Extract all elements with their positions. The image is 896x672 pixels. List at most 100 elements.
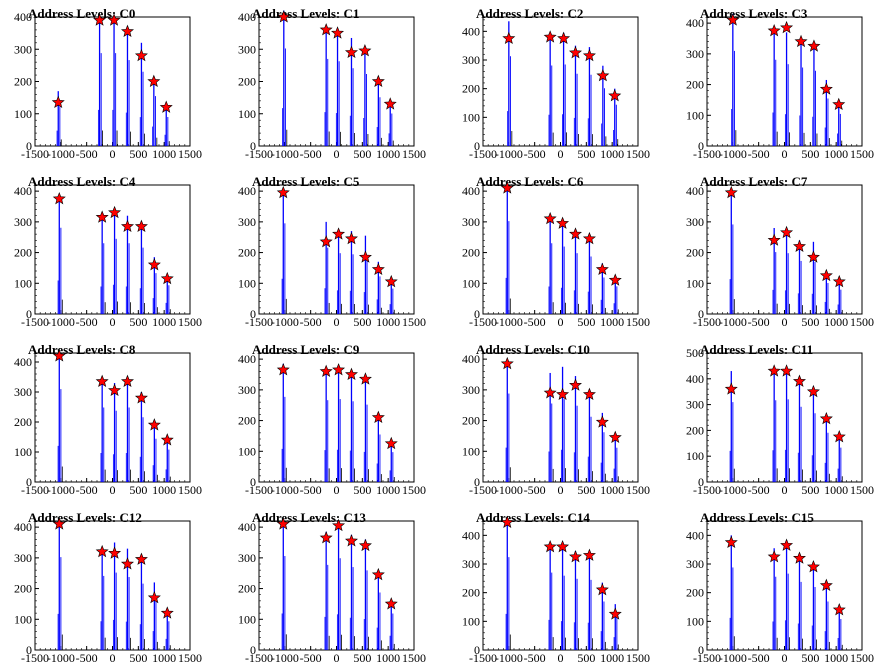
star-icon — [780, 225, 794, 239]
x-tick-label: -1500 — [693, 147, 721, 161]
x-tick-label: 0 — [110, 483, 116, 497]
star-icon — [160, 271, 174, 285]
star-icon — [371, 567, 385, 581]
y-tick-label: 100 — [462, 614, 480, 628]
x-tick-label: 500 — [801, 483, 819, 497]
y-tick-label: 300 — [238, 551, 256, 565]
star-icon — [108, 205, 122, 219]
star-icon — [134, 552, 148, 565]
x-tick-label: 1500 — [850, 315, 874, 329]
y-tick-label: 100 — [14, 107, 32, 121]
x-tick-label: 0 — [334, 651, 340, 665]
chart-panel: Address Levels: C12 0 100 200 300 400 -1500 -10… — [0, 504, 224, 672]
x-tick-label: -1500 — [469, 147, 497, 161]
star-icon — [556, 216, 570, 229]
x-tick-label: -1000 — [719, 147, 747, 161]
x-tick-label: 500 — [353, 651, 371, 665]
x-tick-label: -1000 — [47, 147, 75, 161]
chart-svg: 0 100 200 300 400 -1500-1000 -500 0 500 1000 1500 — [238, 10, 426, 161]
x-tick-label: 1000 — [376, 147, 400, 161]
star-icon — [120, 24, 134, 38]
chart-svg: 0 100 200 300 400 -1500-1000 -500 0 500 1000 1500 — [14, 10, 202, 161]
x-tick-label: 500 — [801, 651, 819, 665]
x-tick-label: -1000 — [47, 483, 75, 497]
star-icon — [582, 548, 596, 561]
star-icon — [52, 349, 66, 362]
chart-svg: 0 100 200 300 400 -1500-1000 -500 0 500 1000 1500 — [14, 349, 202, 497]
star-icon — [543, 386, 557, 399]
x-tick-label: 0 — [782, 651, 788, 665]
chart-svg: 0 100 200 300 400 500 -1500-1000 -500 0 500 1000 15… — [686, 346, 874, 497]
y-tick-label: 400 — [238, 184, 256, 198]
chart-svg: 0 100 200 300 400 -1500-1000 -500 0 500 1000 1500 — [14, 184, 202, 329]
star-icon — [108, 546, 122, 559]
y-tick-label: 0 — [26, 139, 32, 153]
star-icon — [358, 372, 372, 385]
y-tick-label: 400 — [238, 352, 256, 366]
star-icon — [568, 46, 582, 59]
y-tick-label: 300 — [238, 215, 256, 229]
star-icon — [595, 415, 609, 428]
x-tick-label: 0 — [334, 315, 340, 329]
star-icon — [134, 48, 148, 62]
y-tick-label: 300 — [462, 53, 480, 67]
x-tick-label: 1000 — [376, 651, 400, 665]
star-icon — [595, 582, 609, 596]
y-tick-label: 0 — [474, 475, 480, 489]
star-icon — [107, 13, 121, 26]
chart-svg: 0 100 200 300 400 -1500-1000 -500 0 500 1000 1500 — [686, 13, 874, 161]
chart-panel: Address Levels: C5 0 100 200 300 400 -1500 -100… — [224, 168, 448, 336]
y-tick-label: 400 — [14, 355, 32, 369]
chart-panel: Address Levels: C14 0 100 200 300 400 -1500 -10… — [448, 504, 672, 672]
star-icon — [792, 239, 806, 252]
y-tick-label: 0 — [474, 643, 480, 657]
y-tick-label: 100 — [462, 444, 480, 458]
star-icon — [371, 262, 385, 275]
star-icon — [726, 13, 740, 26]
chart-svg: 0 100 200 300 400 -1500-1000 -500 0 500 1000 1500 — [462, 352, 650, 497]
star-icon — [332, 227, 346, 240]
star-icon — [147, 418, 161, 431]
x-tick-label: 1500 — [402, 483, 426, 497]
star-icon — [819, 411, 833, 425]
x-tick-label: -500 — [300, 147, 322, 161]
star-icon — [780, 20, 794, 34]
y-tick-label: 300 — [238, 383, 256, 397]
x-tick-label: -1000 — [719, 651, 747, 665]
x-tick-label: 1000 — [376, 315, 400, 329]
y-tick-label: 400 — [462, 24, 480, 38]
chart-panel: Address Levels: C6 0 100 200 300 400 -1500 -100… — [448, 168, 672, 336]
star-icon — [500, 356, 514, 370]
star-icon — [568, 550, 582, 563]
star-icon — [557, 31, 571, 45]
star-icon — [792, 551, 806, 564]
y-tick-label: 300 — [686, 557, 704, 571]
x-tick-label: -500 — [524, 483, 546, 497]
star-icon — [767, 550, 781, 563]
chart-svg: 0 100 200 300 400 -1500-1000 -500 0 500 1000 1500 — [238, 352, 426, 497]
y-tick-label: 400 — [14, 520, 32, 534]
chart-panel: Address Levels: C4 0 100 200 300 400 -1500 -100… — [0, 168, 224, 336]
star-icon — [500, 181, 514, 194]
x-tick-label: -500 — [76, 147, 98, 161]
star-icon — [147, 258, 161, 271]
y-tick-label: 400 — [462, 352, 480, 366]
x-tick-label: -1500 — [21, 483, 49, 497]
x-tick-label: -500 — [76, 651, 98, 665]
chart-panel: Address Levels: C0 0 100 200 300 400 -1500 -100… — [0, 0, 224, 168]
star-icon — [95, 374, 109, 388]
x-tick-label: 1500 — [402, 651, 426, 665]
x-tick-label: 1000 — [824, 483, 848, 497]
y-tick-label: 100 — [462, 110, 480, 124]
x-tick-label: 1000 — [152, 483, 176, 497]
star-icon — [767, 23, 781, 37]
x-tick-label: 500 — [801, 147, 819, 161]
y-tick-label: 100 — [14, 445, 32, 459]
y-tick-label: 0 — [698, 475, 704, 489]
y-tick-label: 300 — [14, 551, 32, 565]
x-tick-label: -1500 — [693, 483, 721, 497]
x-tick-label: 0 — [782, 315, 788, 329]
chart-panel: Address Levels: C2 0 100 200 300 400 -1500 -100… — [448, 0, 672, 168]
star-icon — [160, 433, 174, 446]
x-tick-label: 0 — [334, 147, 340, 161]
